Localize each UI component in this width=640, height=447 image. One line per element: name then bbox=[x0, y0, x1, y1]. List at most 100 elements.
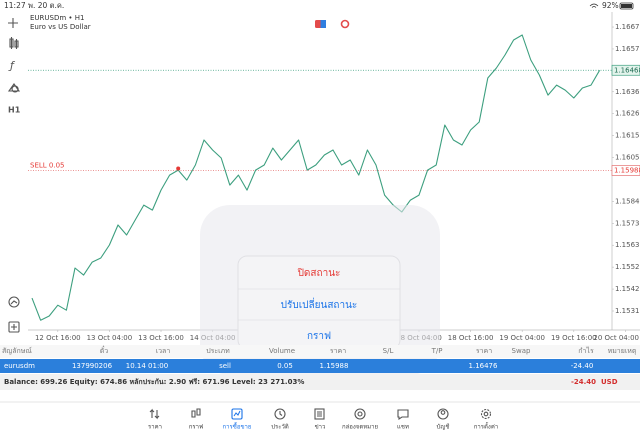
y-tick-label: 1.16570 bbox=[615, 45, 640, 53]
battery-level bbox=[621, 4, 632, 8]
selected-row bbox=[0, 359, 640, 373]
y-tick-label: 1.16365 bbox=[615, 88, 640, 96]
nav-icon bbox=[274, 408, 286, 420]
trade-button-half bbox=[320, 20, 326, 28]
column-header: S/L bbox=[383, 347, 394, 355]
nav-history[interactable]: ประวัติ bbox=[271, 424, 289, 431]
y-tick-label: 1.16155 bbox=[615, 132, 640, 140]
current-price-box bbox=[611, 64, 640, 76]
column-header: เวลา bbox=[156, 347, 171, 355]
order-entry-marker bbox=[176, 166, 181, 171]
nav-trade[interactable]: การซื้อขาย bbox=[223, 421, 252, 431]
nav-icon bbox=[357, 411, 363, 417]
timeframe-button[interactable]: H1 bbox=[8, 106, 21, 115]
nav-icon bbox=[314, 408, 325, 420]
x-tick-label: 19 Oct 16:00 bbox=[551, 334, 597, 342]
chart-symbol: EURUSDm • H1 bbox=[30, 14, 84, 22]
nav-icon bbox=[480, 408, 492, 420]
nav-mailbox[interactable]: กล่องจดหมาย bbox=[342, 424, 378, 431]
table-header-bg bbox=[0, 345, 640, 358]
column-header: ราคา bbox=[330, 347, 346, 355]
status-date: พ. 20 ต.ค. bbox=[28, 1, 64, 10]
add-plus bbox=[11, 324, 17, 330]
gauge-tool[interactable] bbox=[8, 296, 20, 308]
y-tick-label: 1.15630 bbox=[615, 241, 640, 249]
table-cell: 137990206 bbox=[72, 362, 113, 370]
table-cell: 1.15988 bbox=[320, 362, 349, 370]
nav-icon bbox=[317, 411, 322, 417]
nav-icon bbox=[397, 409, 409, 421]
crosshair-tool[interactable] bbox=[8, 18, 18, 28]
bottom-nav: ราคา กราฟ การซื้อขาย ประวัติ ข่าว กล่องจ… bbox=[148, 408, 498, 431]
left-toolbar: ƒ H1 bbox=[7, 18, 21, 333]
column-header: T/P bbox=[431, 347, 443, 355]
add-tool[interactable] bbox=[8, 321, 20, 333]
nav-icon bbox=[437, 408, 449, 420]
battery-icon bbox=[619, 2, 634, 10]
y-tick-label: 1.15420 bbox=[615, 285, 640, 293]
column-header: สัญลักษณ์ bbox=[2, 347, 32, 355]
nav-account[interactable]: บัญชี bbox=[437, 423, 450, 431]
price-line bbox=[31, 34, 601, 321]
objects-tool[interactable] bbox=[7, 83, 21, 93]
modify-position[interactable]: ปรับเปลี่ยนสถานะ bbox=[281, 297, 358, 311]
nav-icon bbox=[149, 408, 160, 420]
table-cell: 1.16476 bbox=[469, 362, 498, 370]
nav-icon bbox=[440, 410, 446, 415]
y-tick-label: 1.16050 bbox=[615, 154, 640, 162]
x-tick-label: 12 Oct 16:00 bbox=[35, 334, 81, 342]
current-price-label: 1.16468 bbox=[614, 66, 640, 74]
order-price-label: 1.15988 bbox=[614, 166, 640, 174]
nav-icon bbox=[231, 408, 243, 420]
column-header: ประเภท bbox=[206, 347, 230, 355]
column-header: ตั๋ว bbox=[100, 346, 109, 355]
table-cell: 0.05 bbox=[277, 362, 293, 370]
y-tick-label: 1.16260 bbox=[615, 110, 640, 118]
column-header: กำไร bbox=[578, 346, 594, 355]
x-tick-label: 13 Oct 04:00 bbox=[87, 334, 133, 342]
account-summary: Balance: 699.26 Equity: 674.86 หลักประกั… bbox=[4, 378, 304, 386]
nav-chart[interactable]: กราฟ bbox=[189, 424, 203, 431]
total-profit: -24.40 bbox=[571, 378, 596, 386]
status-time: 11:27 bbox=[4, 1, 26, 10]
close-position[interactable]: ปิดสถานะ bbox=[297, 268, 340, 279]
order-price-box bbox=[611, 165, 640, 176]
column-header: หมายเหตุ bbox=[608, 347, 637, 355]
table-cell: sell bbox=[219, 362, 231, 370]
nav-icon bbox=[483, 411, 489, 417]
table-cell: 10.14 01:00 bbox=[126, 362, 168, 370]
nav-icon bbox=[279, 411, 283, 416]
table-cell: eurusdm bbox=[4, 362, 35, 370]
summary-bg bbox=[0, 374, 640, 390]
x-tick-label: 18 Oct 16:00 bbox=[448, 334, 494, 342]
column-header: Volume bbox=[269, 347, 295, 355]
chart-description: Euro vs US Dollar bbox=[30, 23, 91, 31]
y-tick-label: 1.15735 bbox=[615, 219, 640, 227]
nav-settings[interactable]: การตั้งค่า bbox=[474, 421, 498, 431]
open-chart[interactable]: กราฟ bbox=[307, 331, 331, 342]
y-tick-label: 1.15840 bbox=[615, 197, 640, 205]
sync-button[interactable] bbox=[340, 19, 350, 29]
x-tick-label: 19 Oct 04:00 bbox=[499, 334, 545, 342]
order-label: SELL 0.05 bbox=[30, 161, 64, 169]
nav-chat[interactable]: แชท bbox=[397, 424, 409, 431]
table-cell: -24.40 bbox=[571, 362, 594, 370]
nav-news[interactable]: ข่าว bbox=[315, 424, 326, 431]
y-tick-label: 1.16675 bbox=[615, 23, 640, 31]
x-tick-label: 13 Oct 16:00 bbox=[138, 334, 184, 342]
wifi-icon bbox=[589, 3, 599, 8]
status-battery: 92% bbox=[602, 1, 619, 10]
column-header: Swap bbox=[512, 347, 531, 355]
column-header: ราคา bbox=[476, 347, 492, 355]
indicator-tool[interactable] bbox=[9, 37, 19, 49]
nav-icon bbox=[233, 410, 241, 417]
y-tick-label: 1.15315 bbox=[615, 307, 640, 315]
nav-quotes[interactable]: ราคา bbox=[148, 424, 162, 431]
currency: USD bbox=[601, 378, 618, 386]
function-tool[interactable]: ƒ bbox=[8, 59, 16, 72]
gauge-needle bbox=[10, 300, 18, 305]
positions-table: สัญลักษณ์ ตั๋ว เวลา ประเภท Volume ราคา S/L T/P ร… bbox=[0, 346, 640, 373]
